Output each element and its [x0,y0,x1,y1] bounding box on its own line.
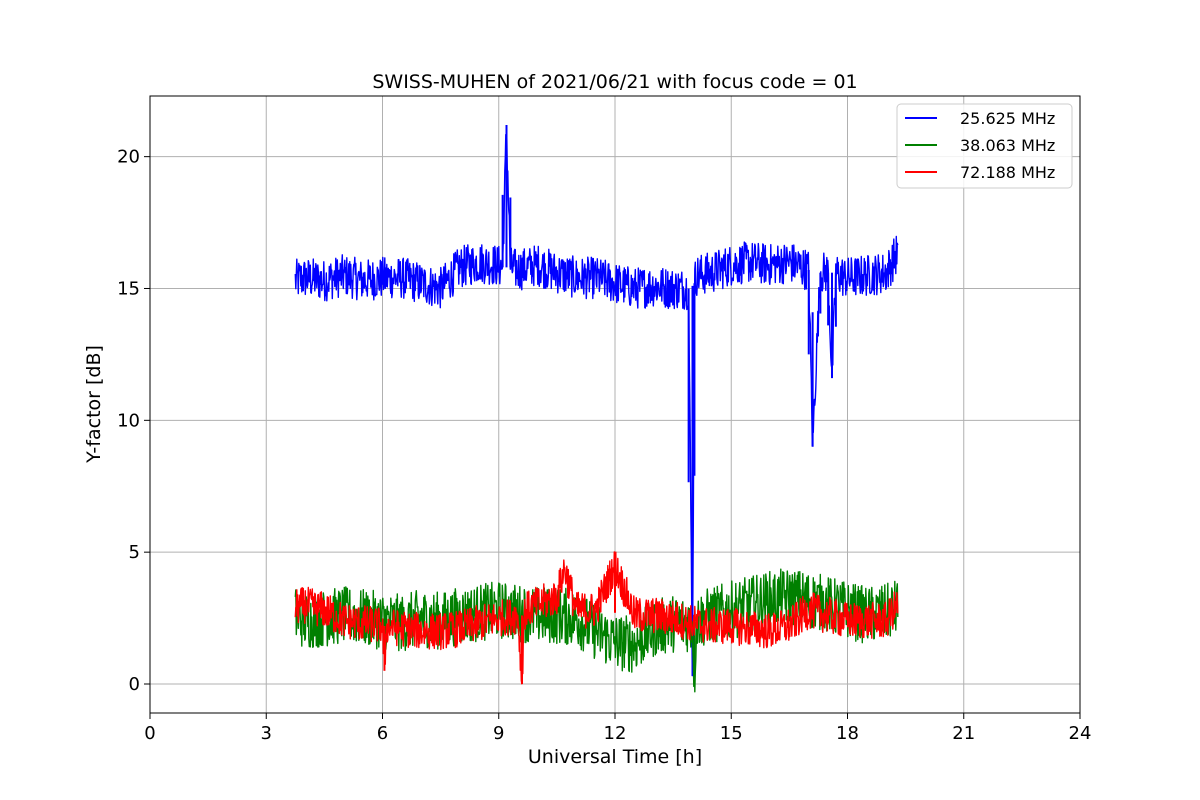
y-tick-label: 0 [129,674,140,695]
y-tick-label: 15 [117,278,140,299]
legend-label-38063: 38.063 MHz [960,136,1055,155]
y-tick-label: 5 [129,542,140,563]
x-tick-label: 21 [952,723,975,744]
x-axis: 0 3 6 9 12 15 18 21 24 [144,713,1091,744]
x-tick-label: 24 [1069,723,1092,744]
legend-box [896,103,1073,189]
legend: 25.625 MHz 38.063 MHz 72.188 MHz [896,103,1073,189]
y-axis: 0 5 10 15 20 [117,147,150,695]
x-tick-label: 12 [604,723,627,744]
legend-label-72188: 72.188 MHz [960,163,1055,182]
y-axis-label: Y-factor [dB] [83,345,105,464]
x-tick-label: 0 [144,723,155,744]
series-line-38063 [294,568,899,693]
x-axis-label: Universal Time [h] [528,746,702,768]
chart-title: SWISS-MUHEN of 2021/06/21 with focus cod… [372,71,857,93]
y-tick-label: 20 [117,147,140,168]
legend-label-25625: 25.625 MHz [960,109,1055,128]
x-tick-label: 15 [720,723,743,744]
x-tick-label: 6 [377,723,388,744]
x-tick-label: 18 [836,723,859,744]
x-tick-label: 9 [493,723,504,744]
y-tick-label: 10 [117,410,140,431]
x-tick-label: 3 [261,723,272,744]
series-line-72188 [294,551,899,685]
series-layer [294,125,899,693]
series-line-25625 [294,133,899,677]
